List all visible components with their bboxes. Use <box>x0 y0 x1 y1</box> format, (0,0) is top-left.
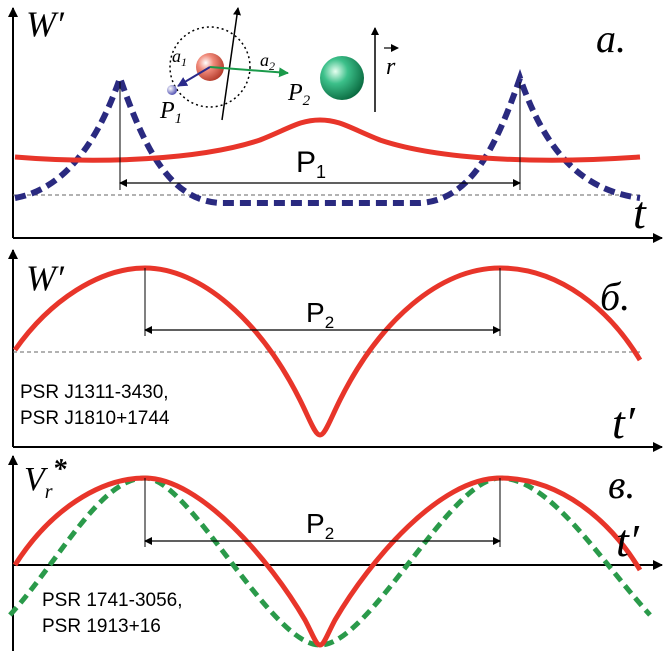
a2-arrow <box>209 66 289 78</box>
axis-arrow <box>221 7 241 121</box>
a1-label: a1 <box>172 46 187 69</box>
label-main: P <box>306 508 325 539</box>
label-main: a <box>172 46 181 66</box>
pulsar-name: PSR J1810+1744 <box>20 408 170 429</box>
label-sup: * <box>53 454 68 485</box>
label-sub: 2 <box>325 524 334 543</box>
pulsar-name: PSR 1913+16 <box>42 616 161 637</box>
companion-large <box>320 56 364 100</box>
label-sub: 2 <box>325 313 334 332</box>
body2-label: P2 <box>287 80 311 109</box>
period-label: P1 <box>296 146 326 182</box>
vector-label: r <box>386 54 396 80</box>
y-axis-label: Vr* <box>24 454 68 503</box>
label-main: P <box>287 80 303 106</box>
label-sub: 1 <box>316 162 326 182</box>
pulsar-name: PSR J1311-3430, <box>20 382 169 403</box>
label-sub: 2 <box>303 93 311 109</box>
panel-c: P2 Vr* в. t′ PSR 1741-3056, PSR 1913+16 <box>7 454 663 651</box>
label-sub: r <box>45 481 53 503</box>
label-sub: 2 <box>269 59 275 73</box>
x-axis-label: t <box>633 187 647 238</box>
dashed-curve <box>14 68 641 206</box>
body1-label: P1 <box>159 98 182 127</box>
green-dashed-curve <box>8 475 652 648</box>
label-main: P <box>296 146 316 179</box>
period-label: P2 <box>306 508 334 543</box>
x-axis-label: t′ <box>612 397 636 448</box>
a1-arrow <box>177 66 211 87</box>
label-main: P <box>306 297 325 328</box>
period-label: P2 <box>306 297 334 332</box>
red-curve <box>14 117 641 163</box>
panel-a: P1 W′ t а. r a1 a2 P1 P2 <box>7 4 663 243</box>
y-axis-label: W′ <box>26 258 65 298</box>
y-axis-label: W′ <box>26 4 65 44</box>
red-curve <box>12 475 643 648</box>
label-main: P <box>159 98 175 124</box>
panel-letter: в. <box>608 462 635 507</box>
a2-label: a2 <box>260 50 275 73</box>
panel-b: P2 W′ б. t′ PSR J1311-3430, PSR J1810+17… <box>7 249 663 452</box>
pulsar-name: PSR 1741-3056, <box>42 590 183 611</box>
x-axis-label: t′ <box>616 515 640 566</box>
orbit <box>169 26 251 108</box>
companion-small <box>167 85 177 95</box>
label-main: a <box>260 50 269 70</box>
panel-letter: а. <box>596 16 626 61</box>
label-sub: 1 <box>175 111 183 127</box>
label-sub: 1 <box>181 55 187 69</box>
panel-letter: б. <box>600 274 630 319</box>
